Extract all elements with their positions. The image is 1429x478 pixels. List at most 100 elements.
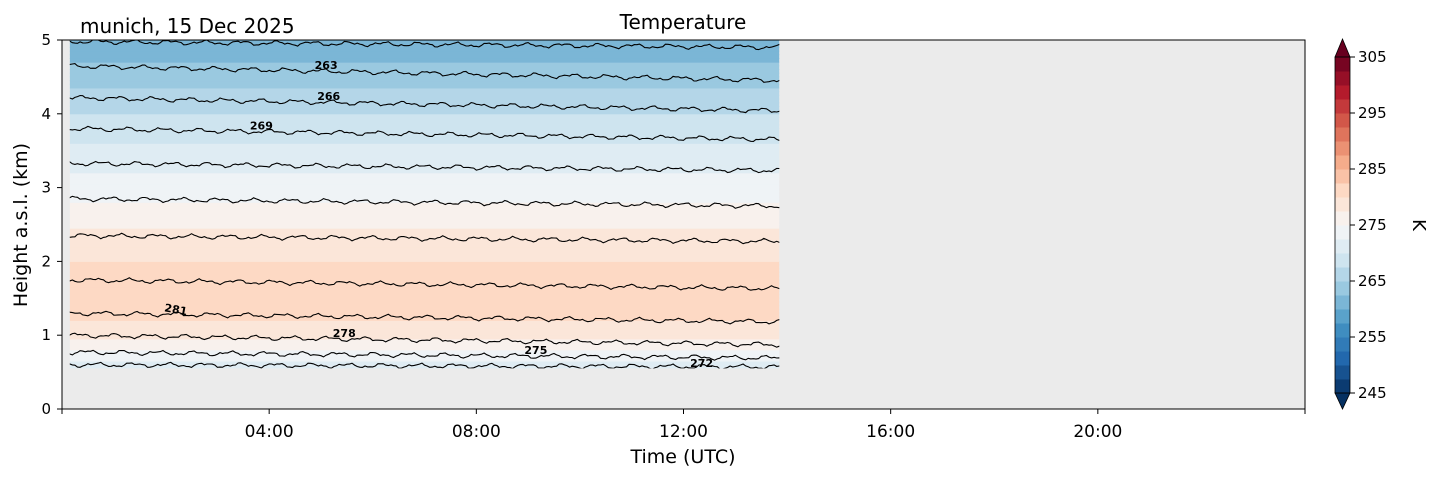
temperature-band (69, 116, 780, 122)
temperature-band (69, 87, 780, 93)
temperature-band (69, 312, 780, 318)
temperature-band (69, 238, 780, 244)
temperature-band (69, 224, 780, 229)
colorbar-segment (1335, 225, 1350, 240)
temperature-band (69, 153, 780, 159)
y-tick-label: 0 (41, 400, 51, 418)
temperature-band (69, 220, 780, 225)
colorbar-segment (1335, 379, 1350, 394)
colorbar-extend-max (1334, 37, 1351, 58)
contour-line (69, 160, 780, 174)
temperature-band (69, 135, 780, 141)
temperature-band (69, 83, 780, 89)
temperature-band (69, 109, 780, 115)
x-tick-label: 20:00 (1073, 422, 1122, 442)
x-axis-title: Time (UTC) (629, 446, 735, 468)
temperature-band (69, 331, 780, 336)
temperature-band (69, 235, 780, 240)
temperature-band (69, 231, 780, 237)
x-axis: 04:00 08:00 12:00 16:00 20:00 (61, 409, 1306, 442)
contour-label: 263 (315, 59, 338, 72)
temperature-band (69, 242, 780, 248)
temperature-band (69, 176, 780, 181)
colorbar-tick-label: 275 (1358, 216, 1387, 234)
colorbar-segment (1335, 183, 1350, 198)
temperature-band (69, 290, 780, 296)
temperature-band (69, 205, 780, 211)
temperature-band (69, 105, 780, 111)
colorbar-segment (1335, 295, 1350, 310)
contour-label: 281 (163, 301, 188, 318)
colorbar-segment (1335, 85, 1350, 100)
colorbar-tick-label: 305 (1358, 48, 1387, 66)
colorbar-segment (1335, 155, 1350, 170)
y-tick-label: 5 (41, 31, 51, 49)
contour-line (69, 63, 780, 83)
temperature-band (69, 308, 780, 314)
colorbar-tick-label: 245 (1358, 384, 1387, 402)
colorbar: 305 295 285 275 265 255 245 (1334, 37, 1387, 410)
y-axis-title: Height a.s.l. (km) (10, 143, 32, 307)
colorbar-segment (1335, 141, 1350, 156)
temperature-band (69, 69, 780, 74)
contour-label: 269 (250, 120, 273, 133)
temperature-band (69, 253, 780, 259)
x-tick-label: 04:00 (245, 422, 294, 442)
temperature-band (69, 249, 780, 255)
temperature-band (69, 353, 780, 358)
temperature-band (69, 91, 780, 96)
colorbar-tick-label: 285 (1358, 160, 1387, 178)
temperature-band (69, 183, 780, 189)
temperature-band (69, 334, 780, 340)
colorbar-extend-min (1334, 392, 1351, 410)
temperature-band (69, 98, 780, 104)
contour-label: 278 (333, 327, 356, 340)
temperature-band (69, 364, 780, 369)
temperature-band (69, 65, 780, 71)
x-tick-label: 12:00 (659, 422, 708, 442)
contour-label: 275 (524, 344, 547, 357)
temperature-band (69, 264, 780, 270)
temperature-band (69, 349, 780, 355)
colorbar-segment (1335, 351, 1350, 366)
temperature-band (69, 161, 780, 166)
temperature-band (69, 198, 780, 203)
colorbar-segment (1335, 99, 1350, 114)
temperature-band (69, 57, 780, 63)
colorbar-segment (1335, 253, 1350, 268)
contour-line (69, 310, 780, 325)
temperature-band (69, 142, 780, 148)
temperature-band (69, 319, 780, 325)
temperature-band (69, 194, 780, 200)
contour-line (69, 94, 780, 114)
colorbar-tick-label: 255 (1358, 328, 1387, 346)
temperature-band (69, 128, 780, 133)
colorbar-tick-label: 295 (1358, 104, 1387, 122)
temperature-band (69, 61, 780, 67)
temperature-band (69, 360, 780, 366)
temperature-band (69, 172, 780, 178)
temperature-band (69, 356, 780, 362)
temperature-band (69, 190, 780, 196)
temperature-band (69, 275, 780, 281)
temperature-band (69, 216, 780, 222)
contour-label: 272 (690, 357, 713, 370)
colorbar-segment (1335, 127, 1350, 142)
temperature-band (69, 323, 780, 329)
temperature-band (69, 76, 780, 82)
contour-labels: 263 266 269 281 278 275 272 (163, 59, 713, 370)
chart-title: Temperature (619, 10, 747, 34)
colorbar-tick-label: 265 (1358, 272, 1387, 290)
contour-line (69, 349, 780, 361)
temperature-band (69, 40, 780, 45)
temperature-band (69, 212, 780, 218)
y-tick-label: 3 (41, 179, 51, 197)
temperature-band (69, 201, 780, 207)
contour-line (69, 195, 780, 209)
temperature-band (69, 150, 780, 155)
temperature-band (69, 279, 780, 285)
temperature-band (69, 179, 780, 185)
temperature-band (69, 80, 780, 85)
temperature-band (69, 271, 780, 277)
temperature-band (69, 102, 780, 107)
